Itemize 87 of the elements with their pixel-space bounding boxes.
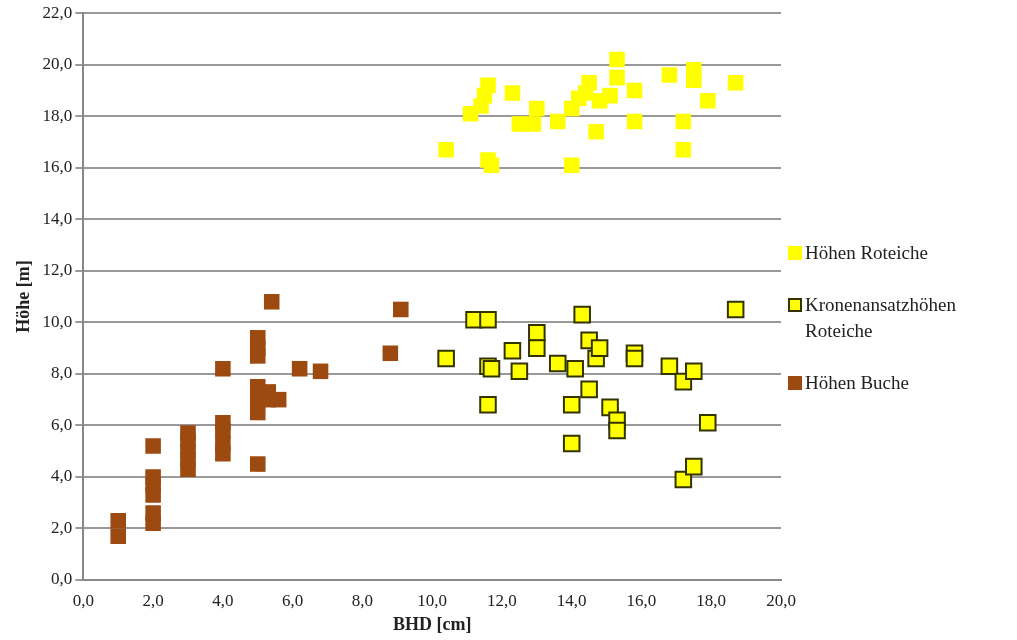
y-tick-label: 18,0	[42, 105, 73, 125]
y-tick-label: 14,0	[42, 208, 73, 228]
point	[503, 341, 522, 360]
point	[249, 330, 266, 346]
point	[479, 311, 497, 329]
point	[660, 357, 679, 375]
point	[563, 157, 580, 173]
point	[626, 82, 643, 99]
x-tick-label: 10,0	[417, 590, 448, 610]
point	[145, 469, 161, 485]
point	[215, 360, 231, 377]
x-tick-label: 14,0	[556, 590, 587, 610]
point	[573, 305, 591, 324]
x-tick-label: 20,0	[766, 590, 796, 610]
point	[110, 528, 127, 544]
y-tick-label: 2,0	[51, 517, 73, 537]
x-tick-label: 8,0	[351, 590, 374, 610]
point	[548, 354, 567, 373]
x-tick-label: 16,0	[626, 590, 657, 610]
point	[625, 349, 644, 368]
x-tick-label: 4,0	[212, 590, 234, 610]
x-tick-label: 0,0	[72, 590, 94, 610]
point	[263, 293, 280, 310]
point	[549, 113, 566, 130]
point	[699, 93, 716, 109]
point	[698, 414, 717, 432]
y-tick-label: 4,0	[51, 466, 73, 486]
point	[675, 113, 692, 130]
point	[528, 339, 546, 357]
point	[609, 51, 625, 68]
point	[504, 85, 521, 101]
point	[566, 359, 584, 378]
point	[479, 396, 497, 414]
point	[483, 157, 500, 173]
point	[525, 116, 542, 132]
point	[511, 116, 528, 132]
x-tick-label: 6,0	[282, 590, 304, 610]
y-tick-label: 16,0	[42, 157, 73, 177]
point	[145, 438, 161, 454]
point	[382, 345, 399, 362]
point	[685, 457, 703, 476]
x-tick-label: 12,0	[487, 590, 517, 610]
x-tick-label: 18,0	[696, 590, 727, 610]
point	[438, 141, 454, 158]
point	[609, 69, 625, 86]
point	[249, 456, 266, 472]
point	[562, 396, 581, 414]
point	[661, 67, 678, 83]
point	[270, 391, 287, 408]
point	[608, 421, 626, 440]
point	[685, 362, 703, 381]
point	[180, 425, 196, 441]
y-tick-label: 8,0	[51, 363, 73, 383]
legend-label: Kronenansatzhöhen Roteiche	[805, 293, 957, 343]
point	[590, 339, 609, 357]
y-tick-label: 6,0	[51, 414, 73, 434]
point	[482, 359, 501, 378]
y-tick-label: 20,0	[42, 54, 73, 74]
point	[145, 505, 161, 521]
point	[476, 87, 493, 104]
point	[529, 100, 545, 117]
y-tick-label: 22,0	[42, 2, 73, 22]
point	[393, 301, 409, 318]
point	[580, 380, 598, 399]
point	[312, 363, 329, 380]
point	[626, 113, 643, 130]
point	[215, 415, 231, 431]
y-axis-title: Höhe [m]	[13, 260, 34, 333]
point	[562, 434, 581, 453]
point	[588, 123, 604, 140]
point	[110, 512, 127, 529]
point	[437, 349, 455, 368]
point	[686, 72, 702, 88]
point	[675, 141, 692, 158]
point	[726, 300, 745, 319]
y-tick-label: 10,0	[42, 311, 73, 331]
legend-label: Höhen Buche	[805, 371, 909, 395]
point	[602, 87, 618, 104]
point	[510, 362, 529, 381]
point	[727, 74, 744, 91]
y-tick-label: 0,0	[51, 569, 73, 589]
point	[291, 360, 308, 377]
x-tick-label: 2,0	[142, 590, 164, 610]
y-tick-label: 12,0	[42, 260, 73, 280]
legend-label: Höhen Roteiche	[805, 241, 928, 265]
point	[581, 74, 597, 91]
x-axis-title: BHD [cm]	[392, 613, 472, 634]
